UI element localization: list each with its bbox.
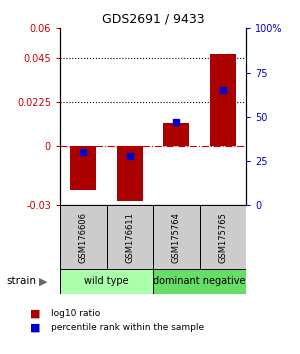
Text: log10 ratio: log10 ratio — [51, 309, 100, 318]
Text: dominant negative: dominant negative — [153, 276, 246, 286]
Bar — [106, 205, 153, 269]
Point — [220, 87, 225, 93]
Bar — [210, 54, 236, 146]
Bar — [153, 205, 200, 269]
Text: GSM176606: GSM176606 — [79, 212, 88, 263]
Text: GSM175764: GSM175764 — [172, 212, 181, 263]
Bar — [117, 146, 142, 201]
Point — [128, 153, 132, 159]
Text: percentile rank within the sample: percentile rank within the sample — [51, 323, 204, 332]
Point — [174, 119, 179, 125]
Point — [81, 149, 86, 155]
Text: ▶: ▶ — [39, 276, 47, 286]
Bar — [164, 123, 189, 146]
Text: strain: strain — [6, 276, 36, 286]
Text: ■: ■ — [30, 322, 40, 332]
Text: GSM175765: GSM175765 — [218, 212, 227, 263]
Bar — [200, 205, 246, 269]
Title: GDS2691 / 9433: GDS2691 / 9433 — [102, 13, 204, 26]
Bar — [60, 269, 153, 294]
Bar — [153, 269, 246, 294]
Bar — [70, 146, 96, 190]
Text: wild type: wild type — [84, 276, 129, 286]
Text: ■: ■ — [30, 308, 40, 318]
Bar — [60, 205, 106, 269]
Text: GSM176611: GSM176611 — [125, 212, 134, 263]
